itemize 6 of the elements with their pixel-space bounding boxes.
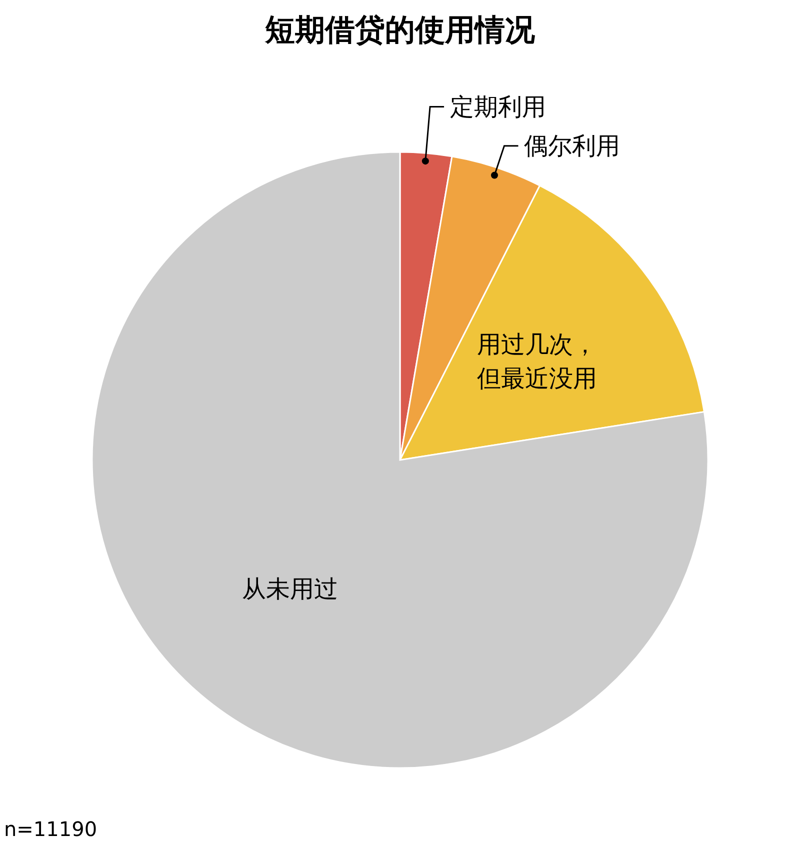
text: n=11190	[4, 817, 98, 841]
slice-label: 定期利用	[450, 92, 546, 121]
chart-title: 短期借贷的使用情况	[264, 13, 536, 48]
slice-label: 偶尔利用	[524, 132, 620, 160]
slice-label: 从未用过	[242, 574, 338, 603]
slice-label: 用过几次，但最近没用	[477, 330, 598, 392]
